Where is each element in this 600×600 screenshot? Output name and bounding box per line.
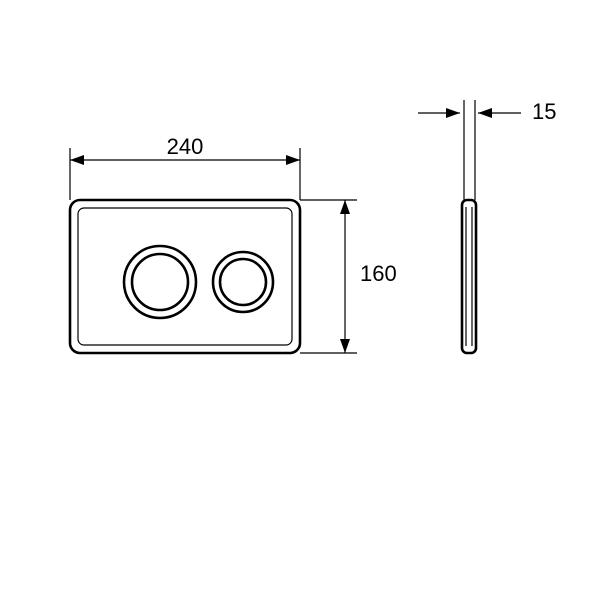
button-1-inner: [132, 254, 188, 310]
side-outer: [462, 200, 476, 353]
plate-inner: [78, 208, 292, 345]
button-2-inner: [220, 259, 266, 305]
button-1-outer: [124, 246, 196, 318]
arrowhead: [340, 339, 350, 353]
dim-depth-label: 15: [532, 99, 556, 124]
technical-drawing: 240 160 15: [0, 0, 600, 600]
arrowhead: [478, 108, 492, 118]
arrowhead: [286, 155, 300, 165]
arrowhead: [446, 108, 460, 118]
dim-height-label: 160: [360, 261, 397, 286]
arrowhead: [340, 200, 350, 214]
arrowhead: [70, 155, 84, 165]
dim-width-label: 240: [167, 134, 204, 159]
button-2-outer: [213, 252, 273, 312]
